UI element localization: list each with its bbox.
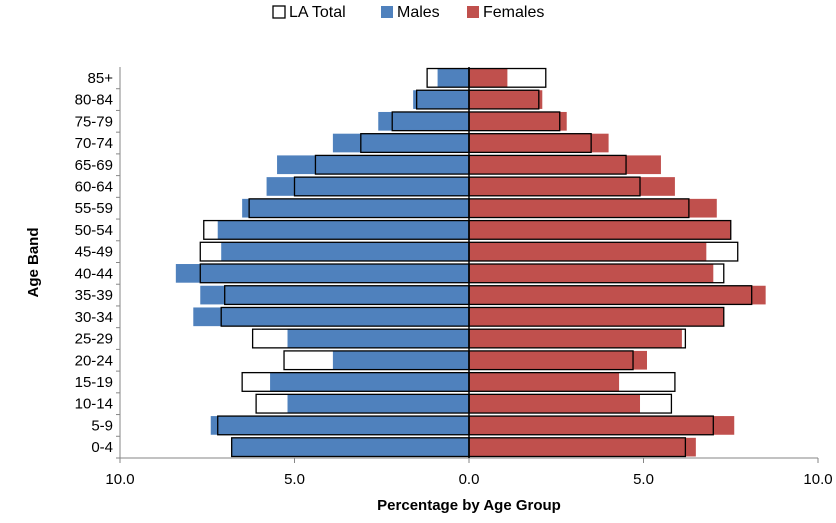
male-bar-5-9 [210, 416, 470, 435]
male-bar-75-79 [378, 111, 469, 131]
male-bar-80-84 [413, 90, 469, 109]
y-tick-label-20-24: 20-24 [75, 352, 113, 369]
y-tick-label-10-14: 10-14 [75, 396, 113, 413]
legend-item-la-total: LA Total [272, 4, 346, 21]
female-bar-85- [469, 68, 508, 88]
y-tick-label-55-59: 55-59 [75, 200, 113, 217]
y-tick-label-60-64: 60-64 [75, 178, 113, 195]
male-bar-30-34 [193, 307, 470, 327]
y-tick-label-0-4: 0-4 [91, 439, 113, 456]
y-tick-label-50-54: 50-54 [75, 222, 113, 239]
y-tick-label-70-74: 70-74 [75, 135, 113, 152]
x-tick-label: 0.0 [459, 471, 480, 488]
legend-label-females: Females [483, 4, 544, 21]
legend: LA Total Males Females [272, 4, 544, 21]
female-bar-40-44 [469, 264, 714, 283]
y-tick-label-5-9: 5-9 [91, 417, 113, 434]
female-bar-65-69 [469, 155, 661, 175]
male-bar-70-74 [332, 133, 469, 153]
female-bar-5-9 [469, 416, 735, 435]
legend-item-males: Males [381, 4, 440, 21]
y-tick-label-65-69: 65-69 [75, 157, 113, 174]
male-bar-45-49 [221, 242, 469, 261]
y-tick-label-25-29: 25-29 [75, 331, 113, 348]
female-bar-50-54 [469, 220, 731, 240]
female-bar-75-79 [469, 111, 567, 131]
female-bar-60-64 [469, 177, 675, 196]
male-bar-0-4 [231, 437, 469, 457]
y-tick-label-30-34: 30-34 [75, 309, 113, 326]
y-tick-label-15-19: 15-19 [75, 374, 113, 391]
female-bar-45-49 [469, 242, 707, 261]
male-bar-20-24 [332, 350, 469, 370]
male-bar-40-44 [175, 264, 469, 283]
male-bar-50-54 [217, 220, 469, 240]
y-tick-label-85-: 85+ [88, 70, 114, 87]
male-bar-25-29 [287, 329, 469, 348]
female-bar-55-59 [469, 198, 717, 218]
male-bar-60-64 [266, 177, 469, 196]
x-tick-label: 5.0 [284, 471, 305, 488]
bars [175, 67, 766, 458]
male-bar-10-14 [287, 394, 469, 414]
y-tick-label-40-44: 40-44 [75, 265, 113, 282]
female-bar-80-84 [469, 90, 543, 109]
x-tick-label: 10.0 [803, 471, 832, 488]
y-tick-label-80-84: 80-84 [75, 92, 113, 109]
y-tick-label-75-79: 75-79 [75, 113, 113, 130]
female-bar-15-19 [469, 372, 620, 392]
female-bar-25-29 [469, 329, 682, 348]
axes: 0-4 5-9 10-14 15-19 20-24 25-29 30-34 35-39 40-4… [75, 67, 833, 488]
legend-swatch-la-total [272, 5, 286, 19]
male-bar-65-69 [277, 155, 469, 175]
male-bar-85- [437, 68, 469, 88]
legend-label-males: Males [397, 4, 440, 21]
y-axis-title: Age Band [25, 227, 42, 297]
x-axis-title: Percentage by Age Group [377, 497, 561, 514]
x-tick-label: 5.0 [633, 471, 654, 488]
female-bar-70-74 [469, 133, 609, 153]
legend-swatch-males [381, 6, 393, 18]
male-bar-35-39 [200, 285, 469, 305]
female-bar-30-34 [469, 307, 724, 327]
y-tick-label-45-49: 45-49 [75, 244, 113, 261]
female-bar-35-39 [469, 285, 766, 305]
female-bar-0-4 [469, 437, 696, 457]
x-tick-label: 10.0 [105, 471, 134, 488]
legend-swatch-females [467, 6, 479, 18]
male-bar-55-59 [242, 198, 469, 218]
male-bar-15-19 [270, 372, 469, 392]
y-tick-label-35-39: 35-39 [75, 287, 113, 304]
female-bar-20-24 [469, 350, 647, 370]
legend-label-la-total: LA Total [289, 4, 346, 21]
female-bar-10-14 [469, 394, 641, 414]
legend-item-females: Females [467, 4, 544, 21]
